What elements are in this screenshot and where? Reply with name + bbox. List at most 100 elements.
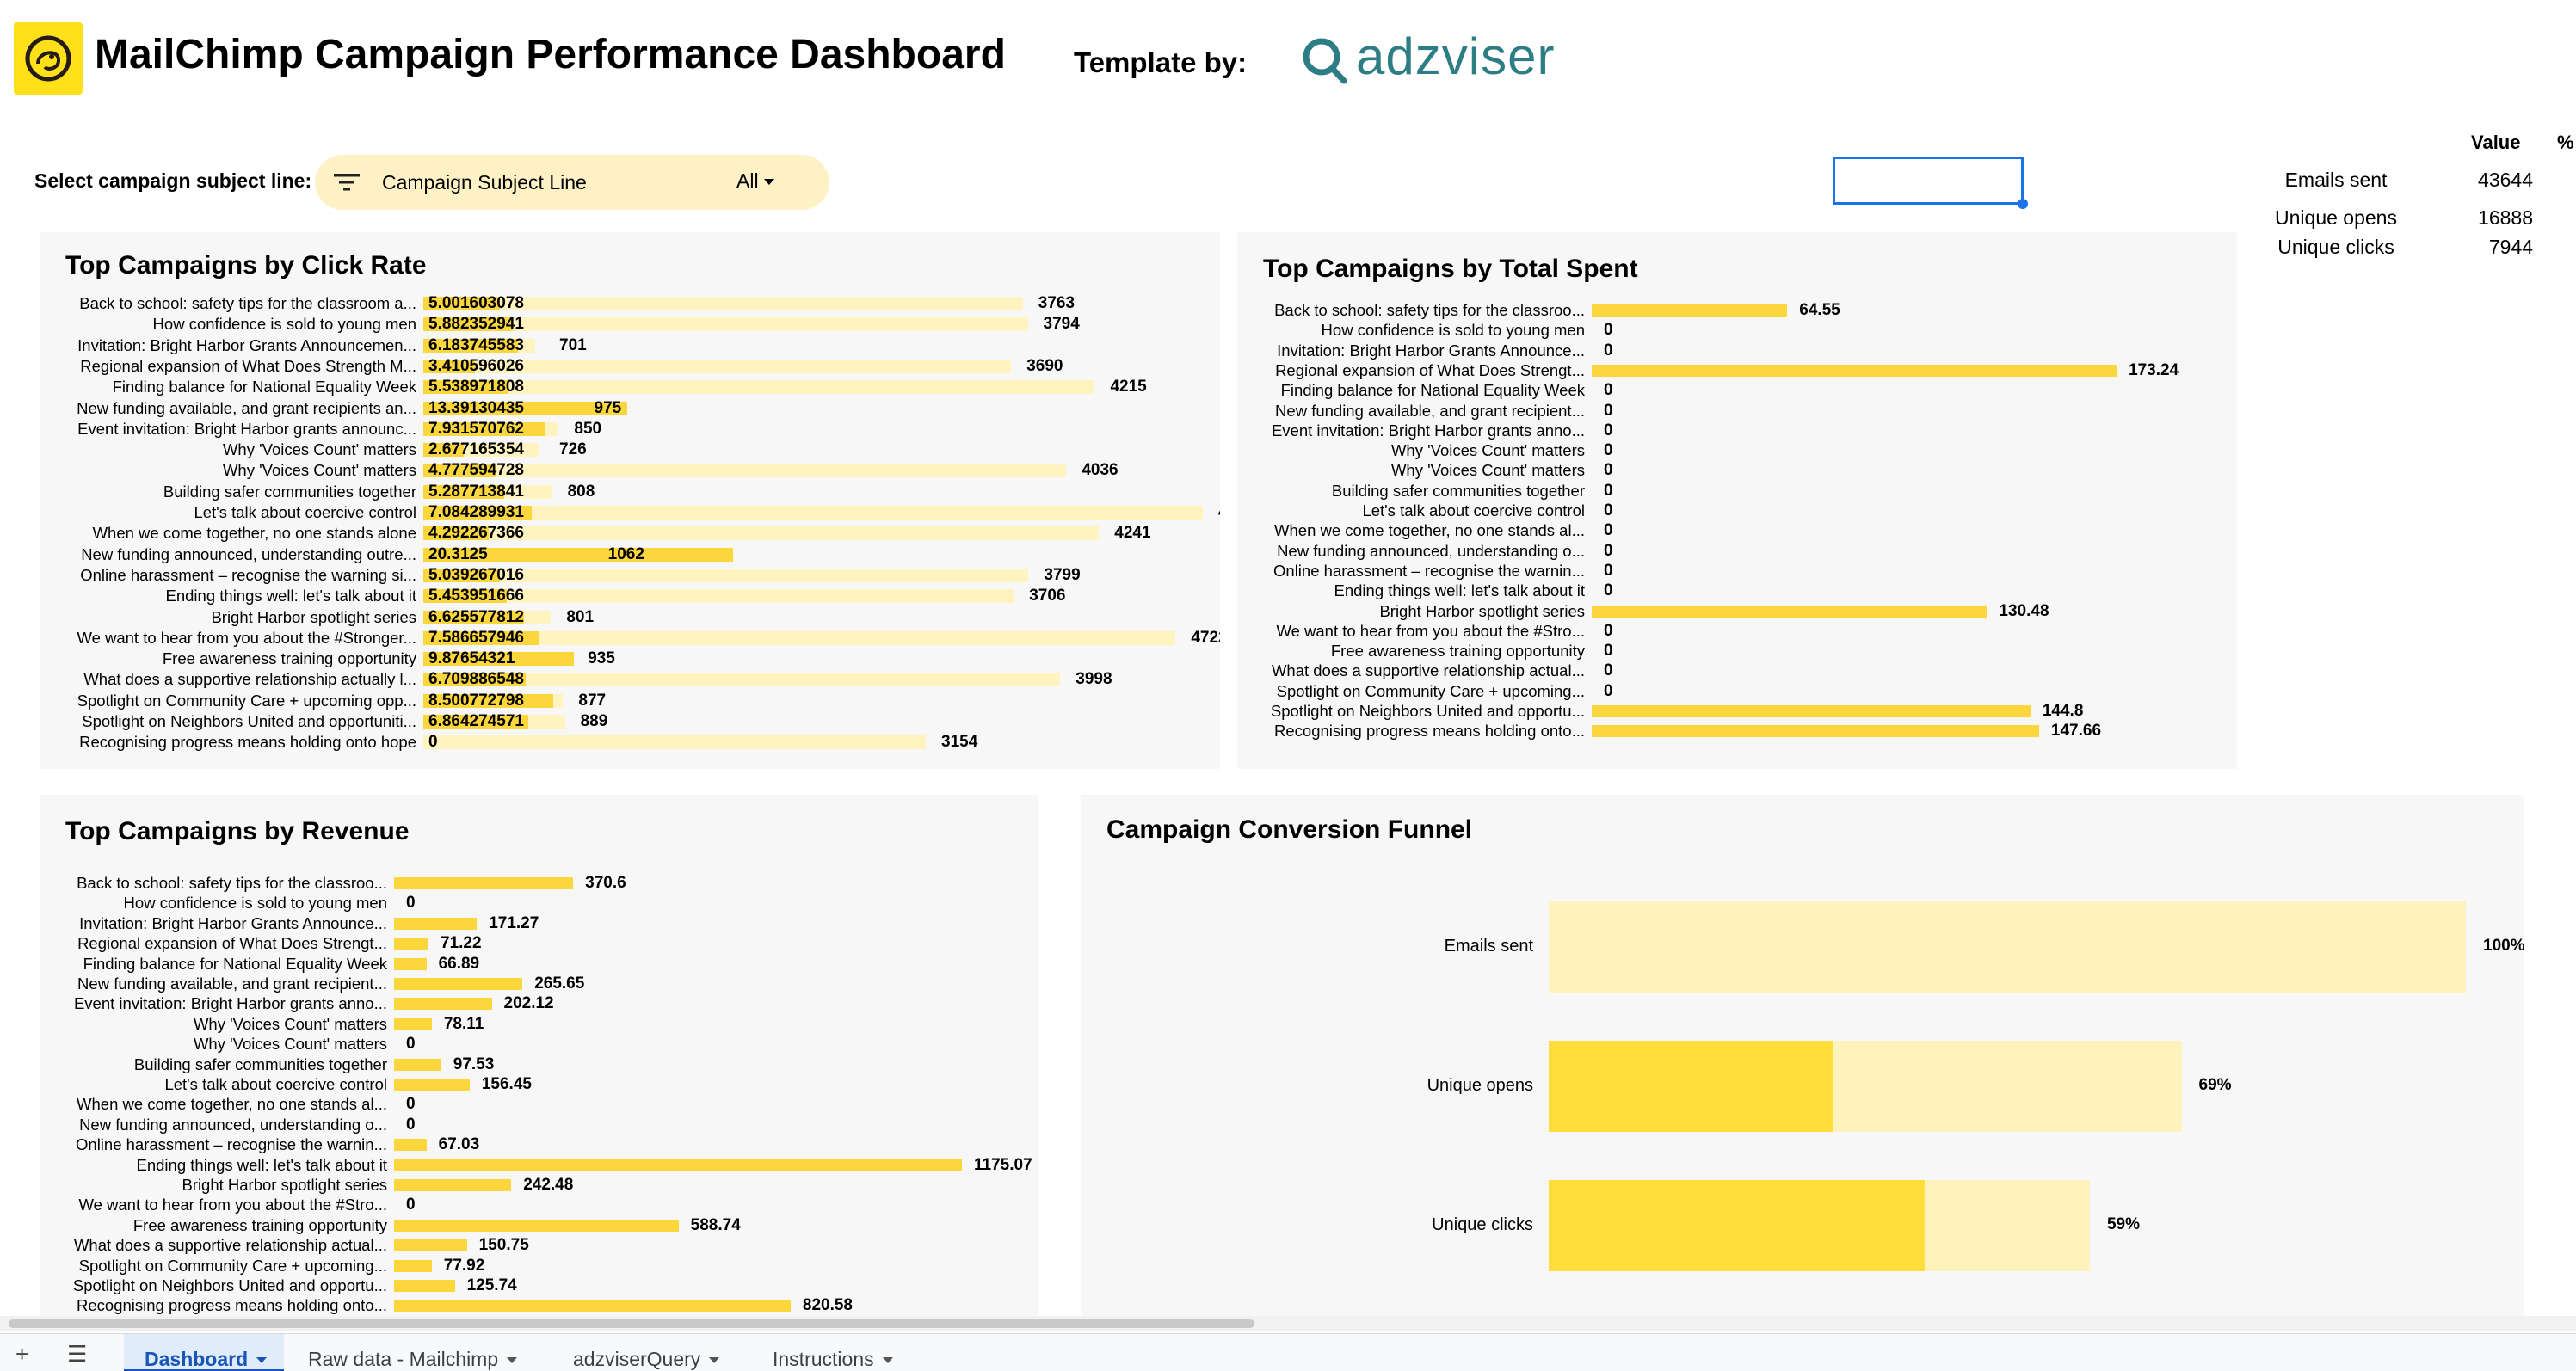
total-bar: [423, 506, 1203, 520]
bar-value: 0: [1604, 421, 1613, 440]
bar-value: 64.55: [1799, 301, 1840, 319]
click-rate-bar: [423, 317, 514, 332]
bar-label: When we come together, no one stands alo…: [92, 524, 416, 543]
total-value: 4241: [1114, 524, 1151, 543]
bar-value: 0: [1604, 381, 1613, 400]
tab-label: Dashboard: [145, 1348, 249, 1370]
click-rate-value: 3.410596026: [428, 356, 524, 375]
bar-label: Let's talk about coercive control: [1362, 501, 1585, 520]
value-bar: [394, 978, 523, 990]
bar-label: Why 'Voices Count' matters: [193, 1035, 387, 1054]
click-rate-value: 6.864274571: [428, 712, 524, 730]
click-rate-bar: [423, 568, 501, 582]
bar-label: What does a supportive relationship actu…: [73, 1236, 387, 1255]
bar-label: Bright Harbor spotlight series: [211, 607, 416, 626]
bar-label: Building safer communities together: [1331, 481, 1585, 500]
total-bar: [423, 673, 1061, 687]
campaign-filter-chip[interactable]: Campaign Subject Line All: [315, 155, 829, 210]
click-rate-bar: [423, 589, 507, 604]
click-rate-bar: [423, 297, 500, 310]
total-value: 1062: [607, 544, 644, 563]
scrollbar-thumb[interactable]: [9, 1319, 1254, 1328]
chart-title: Top Campaigns by Revenue: [65, 817, 410, 845]
sheet-tab-bar: + ☰ Dashboard Raw data - Mailchimp adzvi…: [0, 1333, 2576, 1371]
all-sheets-icon[interactable]: ☰: [67, 1341, 88, 1367]
click-rate-bar: [423, 630, 539, 645]
fill-handle[interactable]: [2018, 199, 2028, 209]
adzviser-logo[interactable]: adzviser: [1299, 26, 1555, 86]
total-value: 889: [580, 712, 608, 730]
value-header: Value: [2471, 132, 2521, 153]
bar-value: 77.92: [443, 1256, 485, 1275]
bar-value: 370.6: [585, 874, 626, 892]
value-bar: [1592, 725, 2039, 738]
bar-label: New funding announced, understanding o..…: [1277, 541, 1585, 560]
add-sheet-icon[interactable]: +: [15, 1341, 29, 1367]
bar-value: 0: [1604, 441, 1613, 460]
total-bar: [423, 317, 1028, 332]
tab-adzviser-query[interactable]: adzviserQuery: [573, 1334, 720, 1371]
bar-label: Invitation: Bright Harbor Grants Announc…: [1277, 341, 1585, 360]
bar-value: 0: [1604, 321, 1613, 340]
total-value: 877: [578, 691, 607, 710]
click-rate-value: 20.3125: [428, 544, 488, 563]
click-rate-value: 8.500772798: [428, 691, 524, 710]
bar-label: We want to hear from you about the #Stro…: [78, 1196, 387, 1214]
bar-label: Spotlight on Community Care + upcoming o…: [77, 691, 416, 710]
tab-instructions[interactable]: Instructions: [773, 1334, 893, 1371]
chevron-down-icon[interactable]: [882, 1357, 893, 1364]
click-rate-value: 5.287713841: [428, 482, 524, 501]
click-rate-bar: [423, 547, 733, 562]
value-bar: [394, 1259, 432, 1272]
value-bar: [394, 1280, 455, 1292]
stat-label: Emails sent: [2284, 169, 2388, 191]
bar-value: 0: [1604, 681, 1613, 700]
total-bar: [423, 589, 1014, 604]
click-rate-bar: [423, 421, 545, 436]
bar-value: 130.48: [1999, 601, 2049, 620]
bar-label: Spotlight on Neighbors United and opport…: [72, 1276, 387, 1294]
bar-value: 0: [1604, 341, 1613, 360]
click-rate-value: 7.931570762: [428, 419, 524, 438]
total-value: 801: [566, 607, 595, 626]
selected-cell[interactable]: [1833, 157, 2028, 209]
value-bar: [394, 1300, 791, 1313]
bar-value: 0: [1604, 481, 1613, 500]
tab-raw-data[interactable]: Raw data - Mailchimp: [308, 1334, 518, 1371]
total-value: 850: [574, 419, 602, 438]
chevron-down-icon[interactable]: [256, 1357, 268, 1364]
filter-label: Select campaign subject line:: [34, 169, 312, 192]
bar-label: Regional expansion of What Does Strength…: [80, 356, 416, 375]
bar-label: New funding available, and grant recipie…: [1275, 401, 1585, 420]
value-bar: [394, 1139, 427, 1152]
bar-label: Event invitation: Bright Harbor grants a…: [73, 994, 387, 1013]
total-bar: [423, 380, 1095, 395]
bar-label: Back to school: safety tips for the clas…: [1274, 301, 1585, 319]
bar-label: Recognising progress means holding onto …: [79, 733, 416, 752]
tab-dashboard[interactable]: Dashboard: [124, 1334, 285, 1371]
bar-value: 0: [1604, 621, 1613, 640]
value-bar: [1592, 605, 1987, 618]
bar-label: Spotlight on Community Care + upcoming..…: [78, 1256, 387, 1275]
click-rate-bar: [423, 715, 528, 729]
bar-label: Invitation: Bright Harbor Grants Announc…: [77, 335, 416, 354]
bar-value: 147.66: [2050, 722, 2102, 741]
filter-value-dropdown[interactable]: All: [736, 169, 774, 193]
stat-value: 7944: [2488, 236, 2533, 258]
chevron-down-icon[interactable]: [507, 1357, 518, 1364]
bar-value: 820.58: [802, 1296, 854, 1315]
tab-label: Instructions: [773, 1348, 874, 1370]
click-rate-value: 7.586657946: [428, 628, 524, 647]
bar-value: 0: [1604, 501, 1613, 520]
chevron-down-icon[interactable]: [709, 1357, 720, 1364]
total-bar: [423, 359, 1012, 373]
bar-label: What does a supportive relationship actu…: [1271, 661, 1585, 680]
bar-label: Event invitation: Bright Harbor grants a…: [1271, 421, 1585, 440]
total-value: 3706: [1029, 587, 1066, 606]
value-bar: [394, 1219, 679, 1232]
bar-value: 0: [1604, 661, 1613, 680]
horizontal-scrollbar[interactable]: [0, 1316, 2576, 1331]
bar-value: 0: [1604, 401, 1613, 420]
bar-value: 0: [1604, 461, 1613, 480]
bar-value: 125.74: [466, 1276, 517, 1294]
